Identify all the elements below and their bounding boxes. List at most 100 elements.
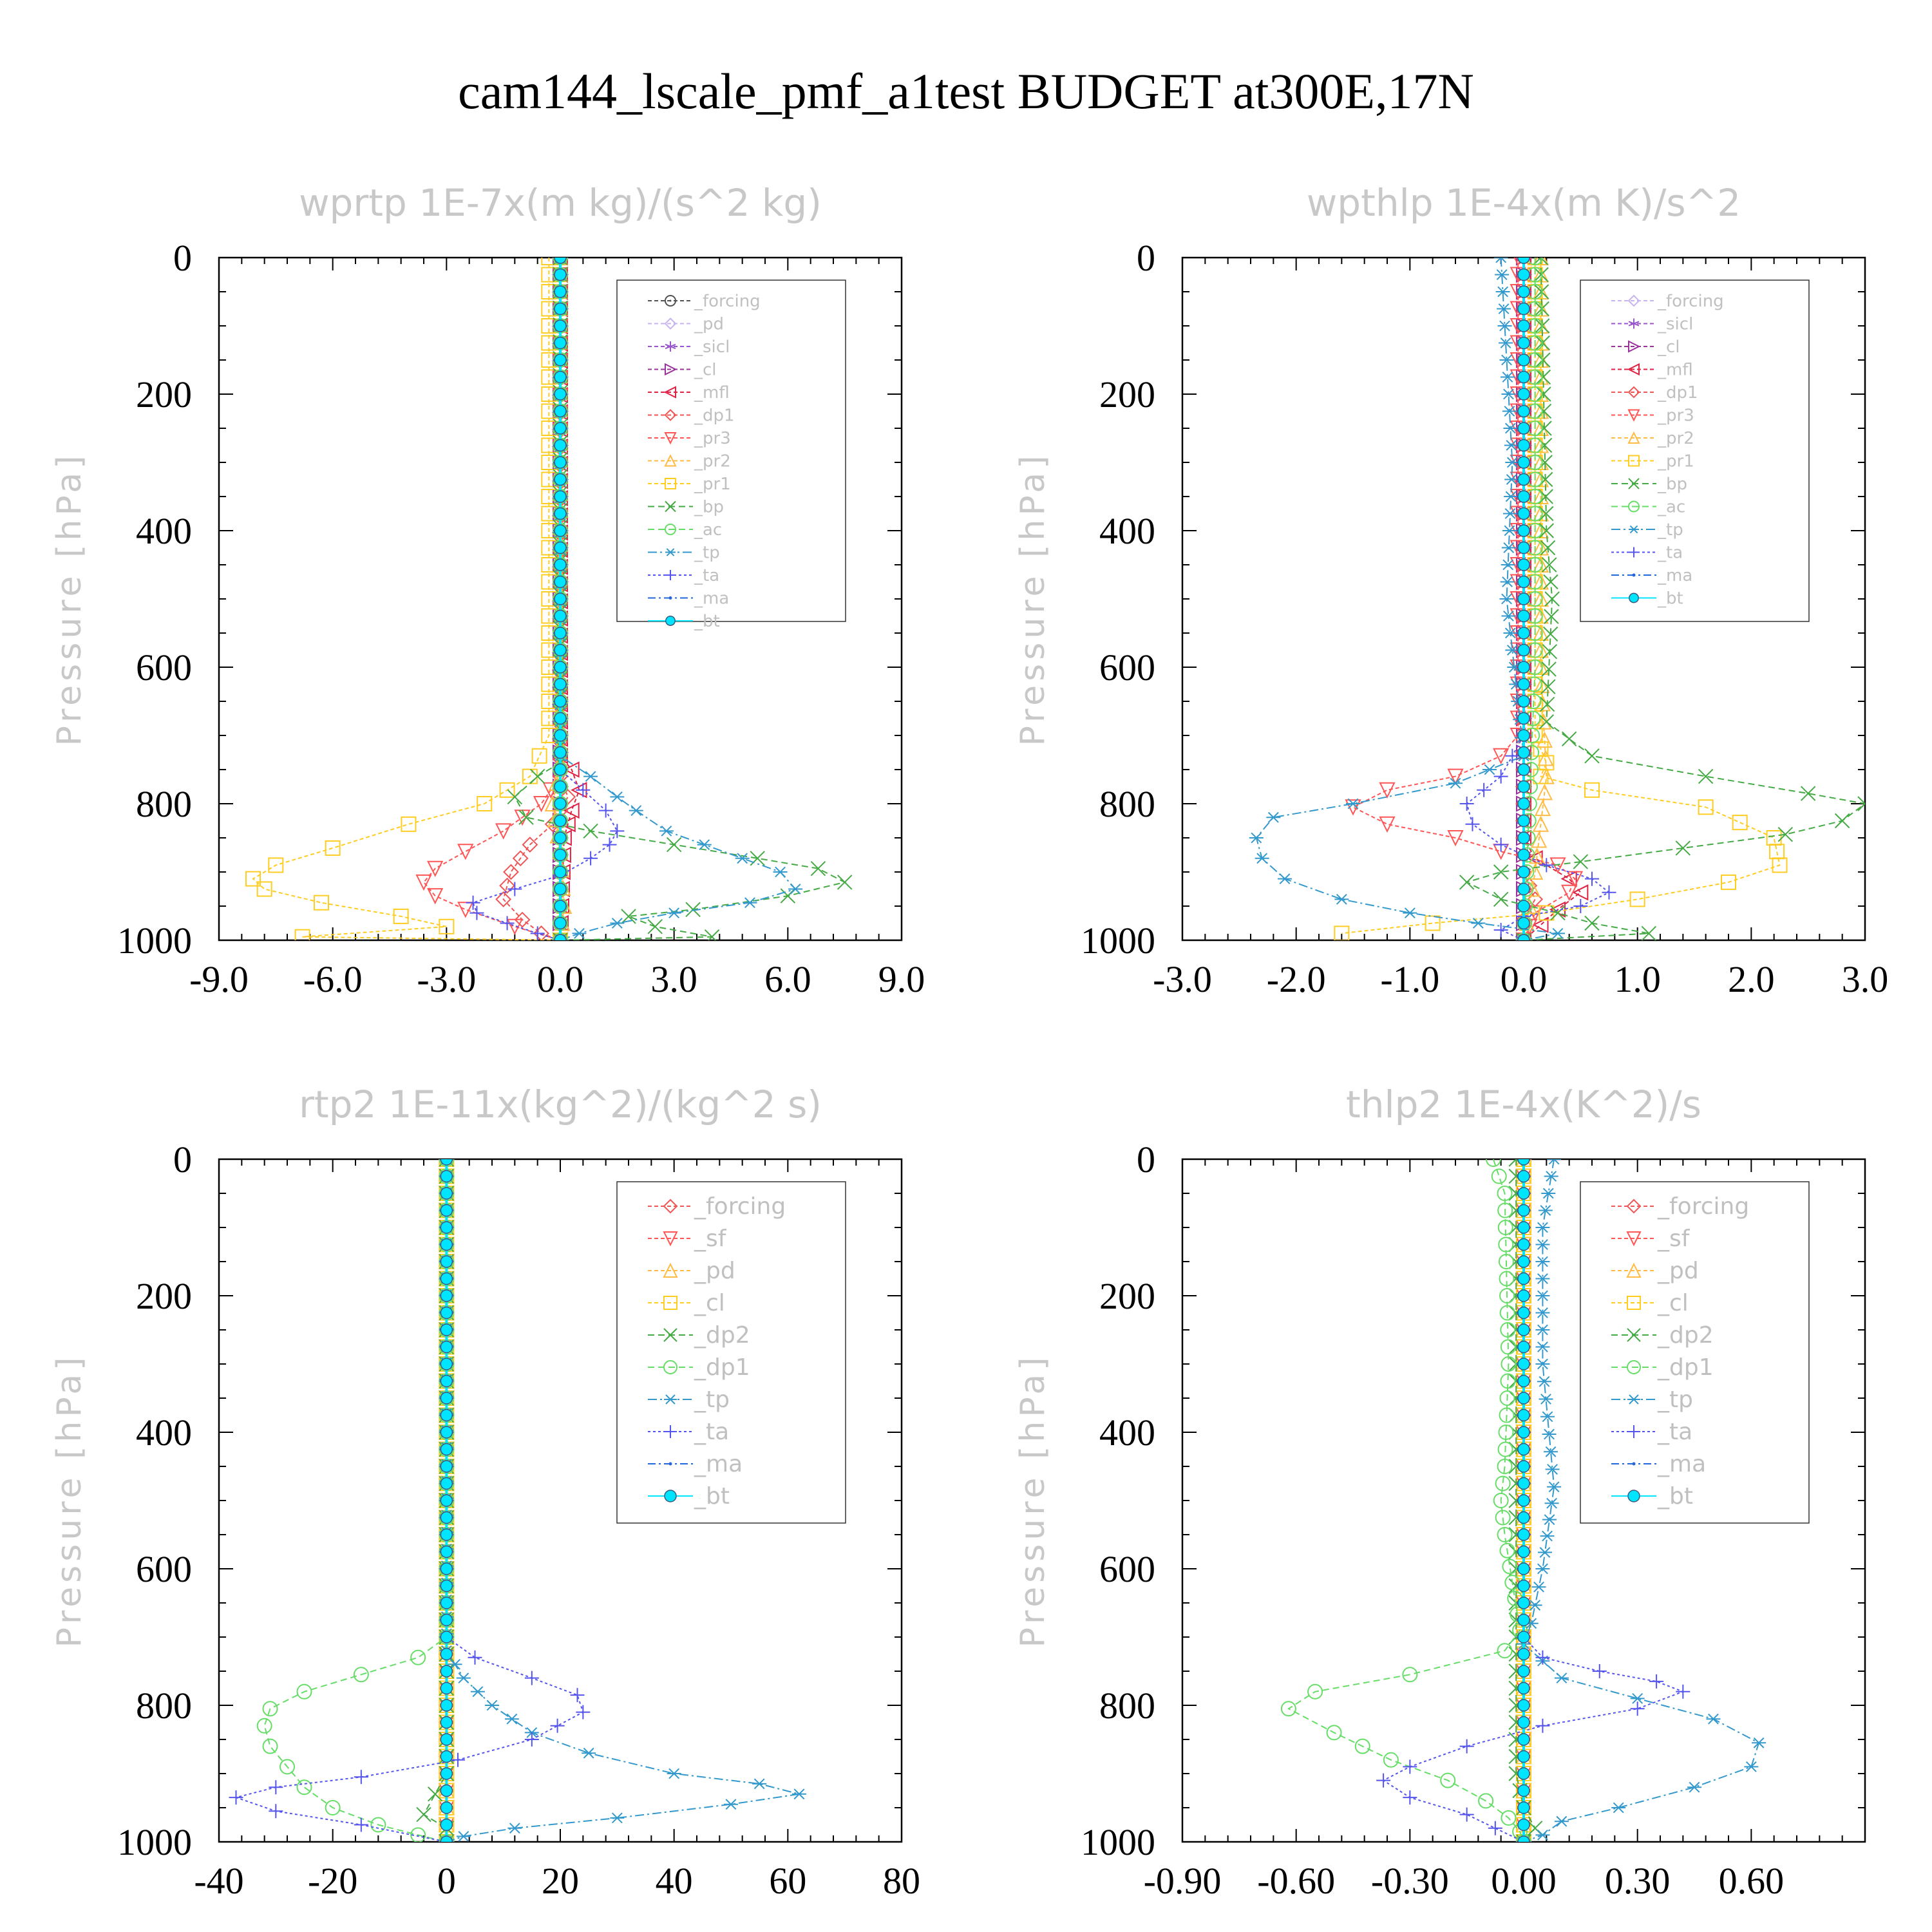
legend-marker — [665, 570, 676, 580]
x-tick-label: 9.0 — [878, 958, 925, 1000]
data-point — [1497, 1643, 1513, 1659]
data-point — [647, 919, 663, 934]
data-point — [554, 763, 567, 776]
legend-item: _dp2 — [648, 1322, 750, 1349]
data-point — [229, 1790, 243, 1805]
series-line — [263, 1159, 448, 1842]
data-point — [440, 1392, 453, 1405]
data-point — [1517, 422, 1530, 435]
x-tick-label: 3.0 — [650, 958, 697, 1000]
y-tick-label: 200 — [136, 374, 192, 415]
y-tick-label: 0 — [173, 1139, 192, 1180]
legend-marker — [663, 1198, 678, 1214]
data-point — [1517, 1221, 1530, 1234]
y-axis-label: Pressure [hPa] — [50, 1354, 89, 1648]
data-point — [554, 456, 567, 469]
data-point — [530, 926, 545, 940]
data-point — [1499, 1271, 1515, 1287]
data-point — [440, 1477, 453, 1490]
legend-label: _tp — [694, 544, 720, 563]
legend-label: _sicl — [694, 337, 730, 357]
legend-label: _pd — [1657, 1258, 1699, 1284]
data-point — [1517, 900, 1530, 913]
data-point — [554, 916, 567, 930]
legend-item: _pr1 — [1611, 452, 1694, 471]
data-point — [279, 1759, 295, 1775]
y-axis-label: Pressure [hPa] — [50, 452, 89, 746]
data-point — [1517, 934, 1530, 940]
data-point — [1517, 592, 1530, 605]
data-point — [792, 1788, 806, 1800]
data-point — [1517, 1187, 1530, 1200]
data-point — [1535, 1256, 1550, 1267]
data-point — [1517, 695, 1530, 708]
data-point — [1497, 1202, 1513, 1218]
data-point — [750, 851, 765, 866]
series-line — [1382, 1159, 1685, 1842]
data-point — [1550, 905, 1566, 921]
data-point — [269, 1804, 283, 1819]
data-point — [1503, 508, 1518, 519]
data-point — [1280, 1701, 1296, 1717]
data-point — [1517, 1545, 1530, 1558]
data-point — [1544, 1171, 1558, 1182]
data-point — [1698, 768, 1714, 784]
data-point — [1592, 1664, 1607, 1678]
data-point — [1334, 893, 1349, 905]
data-point — [1629, 891, 1645, 907]
data-point — [440, 1408, 453, 1422]
data-point — [1497, 320, 1512, 332]
data-point — [1544, 1446, 1558, 1457]
y-tick-label: 0 — [1137, 1139, 1155, 1180]
data-point — [554, 404, 567, 418]
data-point — [1517, 388, 1530, 401]
data-point — [1517, 729, 1530, 742]
series-bt — [1517, 1159, 1530, 1842]
x-tick-label: 80 — [883, 1860, 920, 1902]
data-point — [1497, 1441, 1513, 1457]
y-tick-label: 600 — [1099, 1548, 1155, 1590]
data-point — [325, 840, 341, 856]
legend-item: _tp — [1611, 520, 1683, 540]
legend-item: _sf — [1611, 1226, 1690, 1252]
data-point — [440, 1681, 453, 1695]
data-point — [1502, 525, 1517, 536]
data-point — [440, 1170, 453, 1183]
data-point — [1649, 1674, 1664, 1689]
data-point — [550, 1718, 565, 1733]
data-point — [1459, 1739, 1474, 1754]
data-point — [1533, 284, 1549, 299]
data-point — [1517, 1323, 1530, 1336]
data-point — [1517, 1579, 1530, 1593]
data-point — [1448, 777, 1463, 789]
data-point — [1447, 830, 1464, 847]
y-tick-label: 400 — [136, 510, 192, 552]
legend-label: _tp — [1657, 1387, 1693, 1413]
data-point — [507, 1823, 522, 1834]
data-point — [1857, 796, 1865, 811]
data-point — [554, 882, 567, 896]
legend-marker — [665, 500, 676, 513]
data-point — [393, 908, 409, 924]
legend-label: _mfl — [694, 383, 730, 402]
data-point — [1517, 1528, 1530, 1541]
data-point — [1528, 1600, 1542, 1611]
data-point — [1493, 748, 1510, 765]
data-point — [1517, 354, 1530, 366]
data-point — [440, 1340, 453, 1354]
legend-item: _cl — [1611, 1290, 1689, 1316]
data-point — [1554, 1672, 1569, 1684]
legend-item: _dp1 — [648, 406, 735, 426]
data-point — [1503, 422, 1518, 434]
series-bt — [554, 258, 567, 940]
data-point — [1499, 354, 1514, 366]
data-point — [1517, 677, 1530, 691]
data-point — [410, 1649, 426, 1665]
data-point — [1517, 1289, 1530, 1302]
data-point — [1517, 1238, 1530, 1251]
x-tick-label: 0.30 — [1605, 1860, 1671, 1902]
y-tick-label: 400 — [1099, 510, 1155, 552]
data-point — [1517, 1159, 1530, 1166]
plot-area — [1280, 1159, 1766, 1842]
data-point — [500, 916, 515, 931]
